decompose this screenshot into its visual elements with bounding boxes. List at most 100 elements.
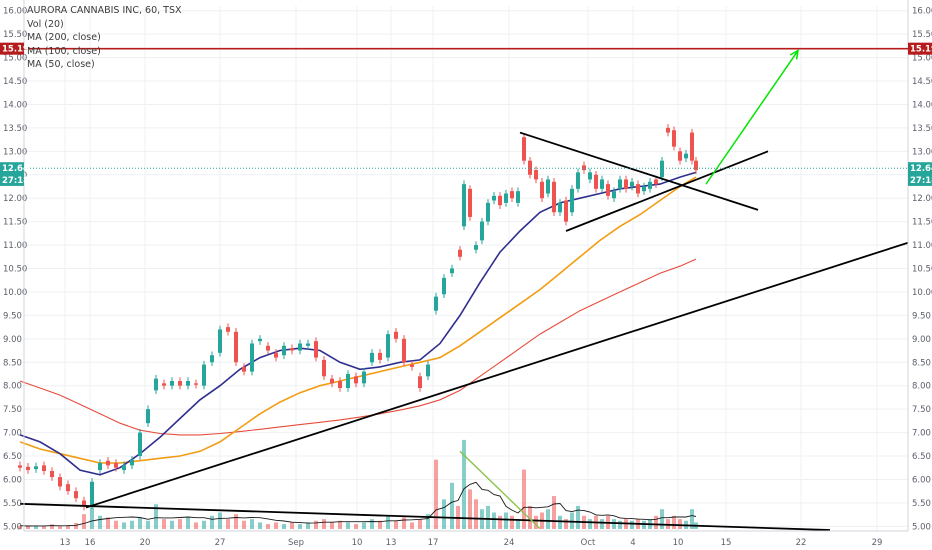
candle-body [492, 195, 496, 201]
volume-bar [354, 524, 358, 529]
volume-bar [402, 517, 406, 529]
volume-bar [492, 512, 496, 529]
candle-body [546, 179, 550, 194]
volume-bar [386, 515, 390, 529]
volume-bar [314, 520, 318, 529]
candle-body [122, 465, 126, 471]
volume-bar [498, 515, 502, 529]
candle-body [42, 465, 46, 471]
volume-bar [194, 522, 198, 529]
y-tick-label-left: 16.00 [3, 7, 27, 17]
candle-body [274, 352, 278, 358]
volume-bar [588, 519, 592, 529]
y-tick-label-left: 5.50 [3, 499, 22, 509]
candle-body [468, 188, 472, 217]
legend-volume: Vol (20) [27, 18, 64, 30]
candle-body [480, 221, 484, 241]
candle-body [186, 381, 190, 386]
volume-bar [546, 509, 550, 529]
candle-body [74, 491, 78, 499]
candle-body [290, 348, 294, 351]
volume-ma-line [19, 481, 697, 527]
volume-bar [534, 515, 538, 529]
candle-body [394, 331, 398, 339]
trend-line [85, 241, 909, 509]
volume-bar [552, 496, 556, 529]
volume-bar [58, 526, 62, 529]
candle-body [570, 188, 574, 213]
x-tick-label: Sep [288, 538, 304, 548]
candle-body [450, 268, 454, 274]
volume-bar [654, 515, 658, 529]
candle-body [162, 383, 166, 386]
volume-bar [346, 522, 350, 529]
volume-bar [290, 522, 294, 529]
candle-body [510, 191, 514, 199]
y-tick-label-right: 9.00 [912, 335, 931, 345]
candle-body [386, 334, 390, 358]
y-tick-label-right: 8.00 [912, 382, 931, 392]
volume-bar [338, 520, 342, 529]
candle-body [226, 327, 230, 332]
volume-bar [242, 520, 246, 529]
candle-body [642, 186, 646, 192]
volume-bar [250, 519, 254, 529]
candle-body [594, 174, 598, 189]
volume-bar [122, 522, 126, 529]
volume-bar [218, 512, 222, 529]
y-tick-label-right: 15.00 [912, 54, 932, 64]
y-tick-label-left: 13.00 [3, 147, 27, 157]
candle-body [26, 466, 30, 471]
candle-body [306, 343, 310, 346]
candle-body [250, 343, 254, 372]
target-arrow [705, 50, 799, 185]
candle-body [528, 160, 532, 175]
y-tick-label-left: 15.50 [3, 30, 27, 40]
candle-body [330, 378, 334, 384]
candle-body [588, 172, 592, 180]
volume-bar [510, 515, 514, 529]
volume-bar [504, 512, 508, 529]
y-tick-label-left: 6.50 [3, 452, 22, 462]
y-tick-label-left: 7.00 [3, 429, 22, 439]
candle-body [694, 160, 698, 171]
y-tick-label-left: 8.50 [3, 358, 22, 368]
volume-bar [516, 519, 520, 529]
candle-body [558, 202, 562, 213]
y-tick-label-right: 7.00 [912, 429, 931, 439]
y-tick-label-right: 5.00 [912, 522, 931, 532]
volume-bar [98, 515, 102, 529]
candle-body [218, 329, 222, 353]
y-tick-label-right: 14.00 [912, 100, 932, 110]
y-tick-label-right: 14.50 [912, 77, 932, 87]
candle-body [338, 381, 342, 389]
candle-body [58, 477, 62, 487]
candle-body [672, 130, 676, 147]
volume-bar [90, 507, 94, 529]
volume-bar [258, 522, 262, 529]
candle-body [516, 191, 520, 203]
candle-body [66, 484, 70, 492]
price-tag-right [908, 42, 932, 55]
candle-body [666, 127, 670, 133]
candle-body [426, 364, 430, 377]
volume-bar [564, 519, 568, 529]
trend-line [565, 150, 769, 232]
candle-body [298, 343, 302, 351]
volume-bar [426, 514, 430, 529]
candle-body [606, 184, 610, 196]
volume-bar [306, 522, 310, 529]
candle-body [410, 364, 414, 367]
volume-bar [146, 520, 150, 529]
volume-bar [522, 469, 526, 529]
candle-body [202, 364, 206, 386]
y-tick-label-left: 14.00 [3, 100, 27, 110]
volume-bar [462, 439, 466, 529]
candle-body [50, 471, 54, 478]
candle-body [630, 181, 634, 187]
candle-body [354, 376, 358, 384]
y-tick-label-left: 11.50 [3, 218, 27, 228]
trend-line [519, 131, 759, 211]
candle-body [552, 181, 556, 213]
